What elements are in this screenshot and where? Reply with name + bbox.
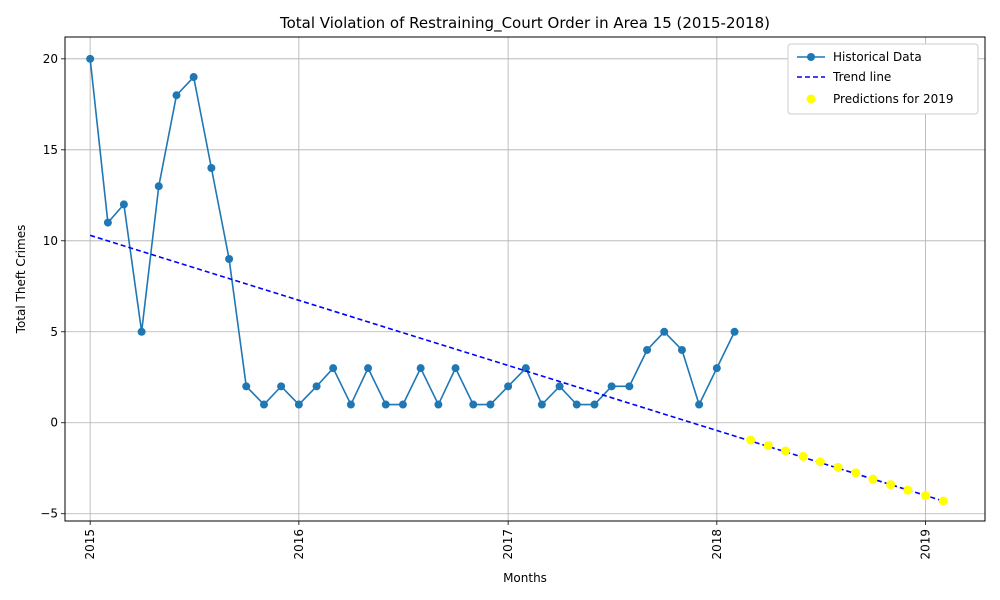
legend-prediction-marker xyxy=(806,94,816,104)
historical-data-point xyxy=(504,382,513,391)
x-axis-label: Months xyxy=(503,571,547,585)
legend: Historical Data Trend line Predictions for… xyxy=(787,43,979,115)
y-tick-label: −5 xyxy=(40,507,58,521)
historical-data-point xyxy=(434,400,443,409)
historical-data-point xyxy=(364,364,373,373)
historical-data-point xyxy=(154,182,163,191)
historical-data-point xyxy=(189,73,198,82)
y-tick-label: 10 xyxy=(43,234,58,248)
historical-data-point xyxy=(242,382,251,391)
historical-data-point xyxy=(660,327,669,336)
x-tick-label: 2018 xyxy=(710,529,724,560)
plot-frame xyxy=(64,36,986,522)
historical-data-point xyxy=(555,382,564,391)
historical-data-point xyxy=(172,91,181,100)
historical-data-point xyxy=(625,382,634,391)
y-tick-label: 20 xyxy=(43,52,58,66)
historical-data-point xyxy=(643,345,652,354)
historical-data-point xyxy=(486,400,495,409)
prediction-point xyxy=(851,468,861,478)
historical-data-point xyxy=(730,327,739,336)
prediction-point xyxy=(903,485,913,495)
historical-data-point xyxy=(451,364,460,373)
prediction-point xyxy=(868,474,878,484)
prediction-point xyxy=(763,440,773,450)
prediction-point xyxy=(938,496,948,506)
historical-data-point xyxy=(398,400,407,409)
legend-trend-label: Trend line xyxy=(832,70,891,84)
prediction-point xyxy=(746,435,756,445)
historical-data-point xyxy=(103,218,112,227)
historical-data-point xyxy=(590,400,599,409)
historical-data-point xyxy=(207,164,216,173)
y-tick-label: 15 xyxy=(43,143,58,157)
series-layer xyxy=(86,54,948,506)
historical-data-point xyxy=(416,364,425,373)
historical-data-point xyxy=(572,400,581,409)
historical-data-point xyxy=(695,400,704,409)
historical-data-point xyxy=(225,254,234,263)
x-tick-label: 2019 xyxy=(919,529,933,560)
historical-data-point xyxy=(381,400,390,409)
historical-data-point xyxy=(712,364,721,373)
historical-data-point xyxy=(677,345,686,354)
x-tick-label: 2015 xyxy=(83,529,97,560)
y-tick-label: 0 xyxy=(50,416,58,430)
ticks: 2015 2016 2017 2018 2019 −5 0 5 10 15 20 xyxy=(40,52,932,560)
historical-data-point xyxy=(86,54,95,63)
prediction-point xyxy=(798,451,808,461)
historical-data-point xyxy=(312,382,321,391)
historical-data-point xyxy=(119,200,128,209)
y-tick-label: 5 xyxy=(50,325,58,339)
historical-data-point xyxy=(259,400,268,409)
historical-data-point xyxy=(277,382,286,391)
prediction-point xyxy=(815,457,825,467)
historical-data-point xyxy=(537,400,546,409)
historical-data-point xyxy=(607,382,616,391)
historical-data-point xyxy=(137,327,146,336)
historical-data-point xyxy=(294,400,303,409)
x-tick-label: 2016 xyxy=(292,529,306,560)
y-axis-label: Total Theft Crimes xyxy=(14,225,28,335)
chart-title: Total Violation of Restraining_Court Ord… xyxy=(279,14,770,33)
legend-historical-marker xyxy=(807,53,815,61)
prediction-point xyxy=(780,446,790,456)
prediction-point xyxy=(886,480,896,490)
legend-box xyxy=(787,43,979,115)
historical-data-point xyxy=(346,400,355,409)
legend-prediction-label: Predictions for 2019 xyxy=(833,92,954,106)
historical-data-point xyxy=(329,364,338,373)
prediction-point xyxy=(921,491,931,501)
grid xyxy=(65,37,985,521)
x-tick-label: 2017 xyxy=(501,529,515,560)
legend-historical-label: Historical Data xyxy=(833,50,922,64)
historical-data-point xyxy=(469,400,478,409)
historical-data-point xyxy=(521,364,530,373)
plot-area xyxy=(65,37,985,521)
prediction-point xyxy=(833,462,843,472)
